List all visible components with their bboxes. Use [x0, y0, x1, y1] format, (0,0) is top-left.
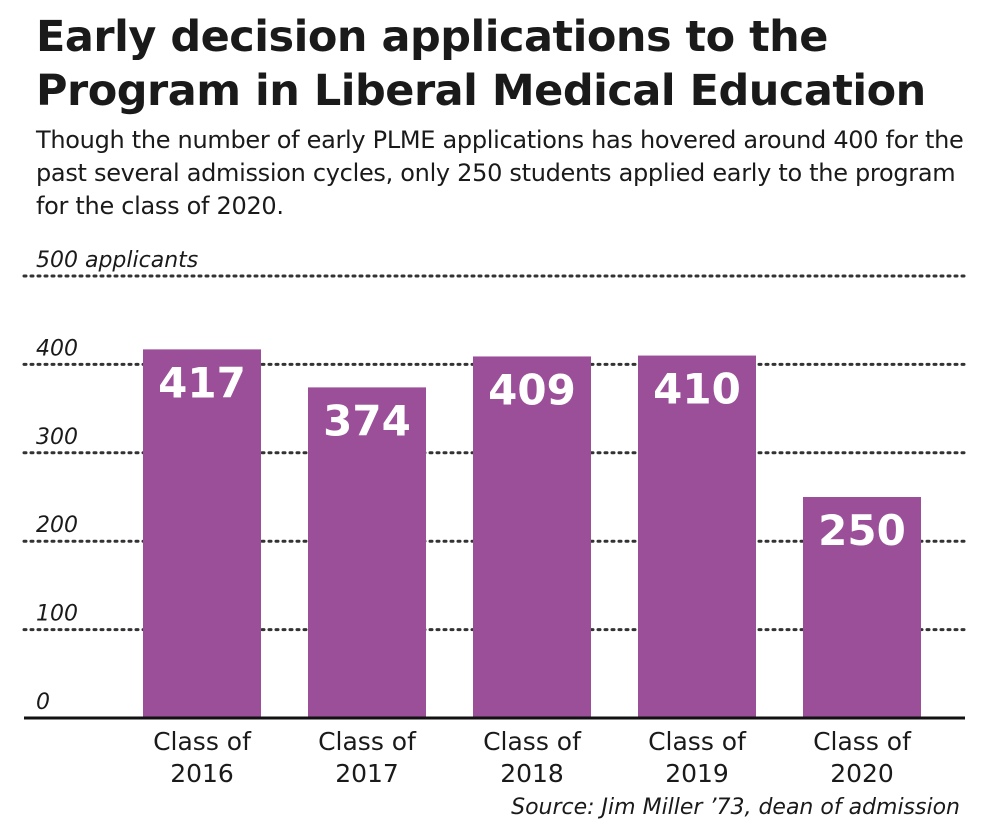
- bar: [143, 349, 261, 718]
- chart-title: Early decision applications to the Progr…: [36, 10, 976, 118]
- y-tick-label: 0: [36, 690, 50, 715]
- x-tick-label: Class of: [483, 727, 582, 756]
- x-tick-label: Class of: [813, 727, 912, 756]
- y-tick-label: 100: [36, 602, 78, 627]
- x-tick-label: 2017: [335, 759, 399, 788]
- y-tick-label: 400: [36, 336, 78, 361]
- bar: [638, 355, 756, 718]
- data-label: 374: [323, 396, 411, 445]
- x-tick-label: 2018: [500, 759, 564, 788]
- title-line-1: Early decision applications to the: [36, 12, 828, 62]
- x-tick-label: Class of: [318, 727, 417, 756]
- source-note: Source: Jim Miller ’73, dean of admissio…: [511, 795, 960, 820]
- y-tick-label: 500 applicants: [36, 248, 198, 273]
- x-tick-label: 2019: [665, 759, 729, 788]
- y-tick-label: 200: [36, 513, 78, 538]
- bar: [473, 356, 591, 718]
- x-tick-label: Class of: [648, 727, 747, 756]
- bar: [308, 387, 426, 718]
- data-label: 409: [488, 365, 576, 414]
- title-line-2: Program in Liberal Medical Education: [36, 66, 926, 116]
- data-label: 250: [818, 506, 906, 555]
- x-tick-label: 2016: [170, 759, 234, 788]
- data-label: 410: [653, 365, 741, 414]
- chart-subtitle: Though the number of early PLME applicat…: [36, 126, 964, 220]
- x-tick-label: 2020: [830, 759, 894, 788]
- x-tick-label: Class of: [153, 727, 252, 756]
- y-tick-label: 300: [36, 425, 78, 450]
- bar: [803, 497, 921, 718]
- data-label: 417: [158, 358, 246, 407]
